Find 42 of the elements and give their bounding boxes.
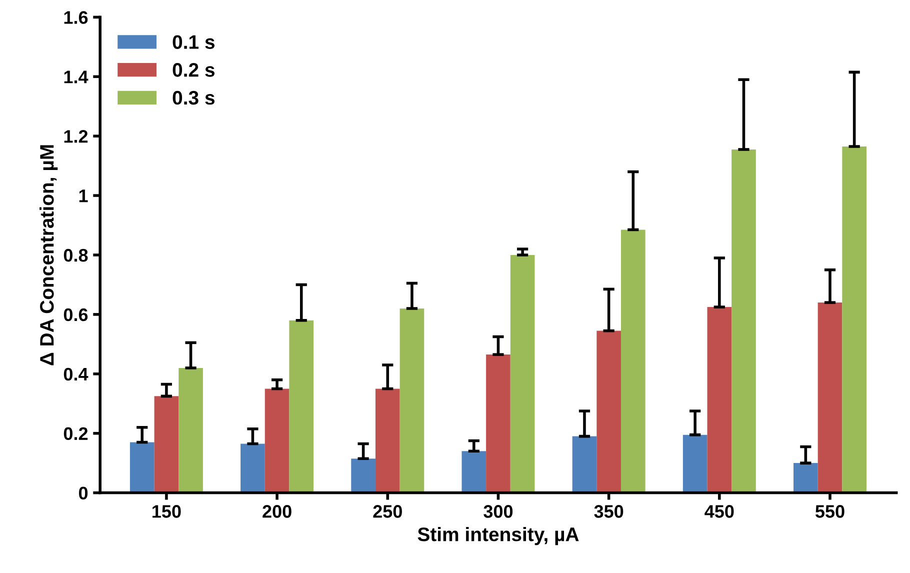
bar (462, 451, 486, 493)
bar (375, 388, 400, 493)
x-tick-label: 350 (594, 505, 624, 518)
bar (794, 463, 818, 493)
x-axis-title: Stim intensity, µA (418, 526, 579, 546)
bar (178, 368, 203, 493)
y-tick-label: 1.6 (64, 11, 88, 24)
bar (842, 146, 866, 493)
bar (400, 308, 424, 493)
x-tick-label: 550 (815, 505, 844, 518)
bar (154, 396, 179, 493)
bar (351, 458, 376, 493)
bar (682, 434, 708, 493)
bar (289, 320, 314, 493)
bar (707, 307, 732, 493)
y-axis-title: Δ DA Concentration, µM (40, 145, 58, 366)
x-tick-label: 450 (704, 505, 734, 518)
y-tick-label: 0.4 (64, 368, 88, 381)
legend-label: 0.2 s (172, 63, 214, 77)
bar (818, 302, 842, 493)
bar (732, 149, 756, 493)
y-tick-label: 1 (79, 190, 88, 202)
bar (130, 442, 154, 493)
bar (510, 254, 535, 493)
bar (264, 388, 290, 493)
bar (596, 330, 621, 493)
y-tick-label: 1.2 (64, 130, 88, 143)
legend-label: 0.1 s (172, 35, 214, 49)
bar (240, 444, 265, 493)
y-tick-label: 0.8 (64, 248, 88, 262)
x-tick-label: 150 (152, 505, 181, 518)
bar (620, 230, 646, 493)
x-tick-label: 200 (262, 505, 292, 518)
bar (572, 436, 597, 493)
x-tick-label: 300 (484, 505, 513, 518)
x-tick-label: 250 (373, 505, 402, 518)
y-tick-label: 0 (78, 486, 88, 500)
y-tick-label: 0.2 (64, 427, 88, 440)
y-tick-label: 1.4 (64, 70, 88, 84)
y-tick-label: 0.6 (64, 308, 88, 322)
legend-label: 0.3 s (172, 90, 214, 105)
bar (486, 354, 510, 493)
